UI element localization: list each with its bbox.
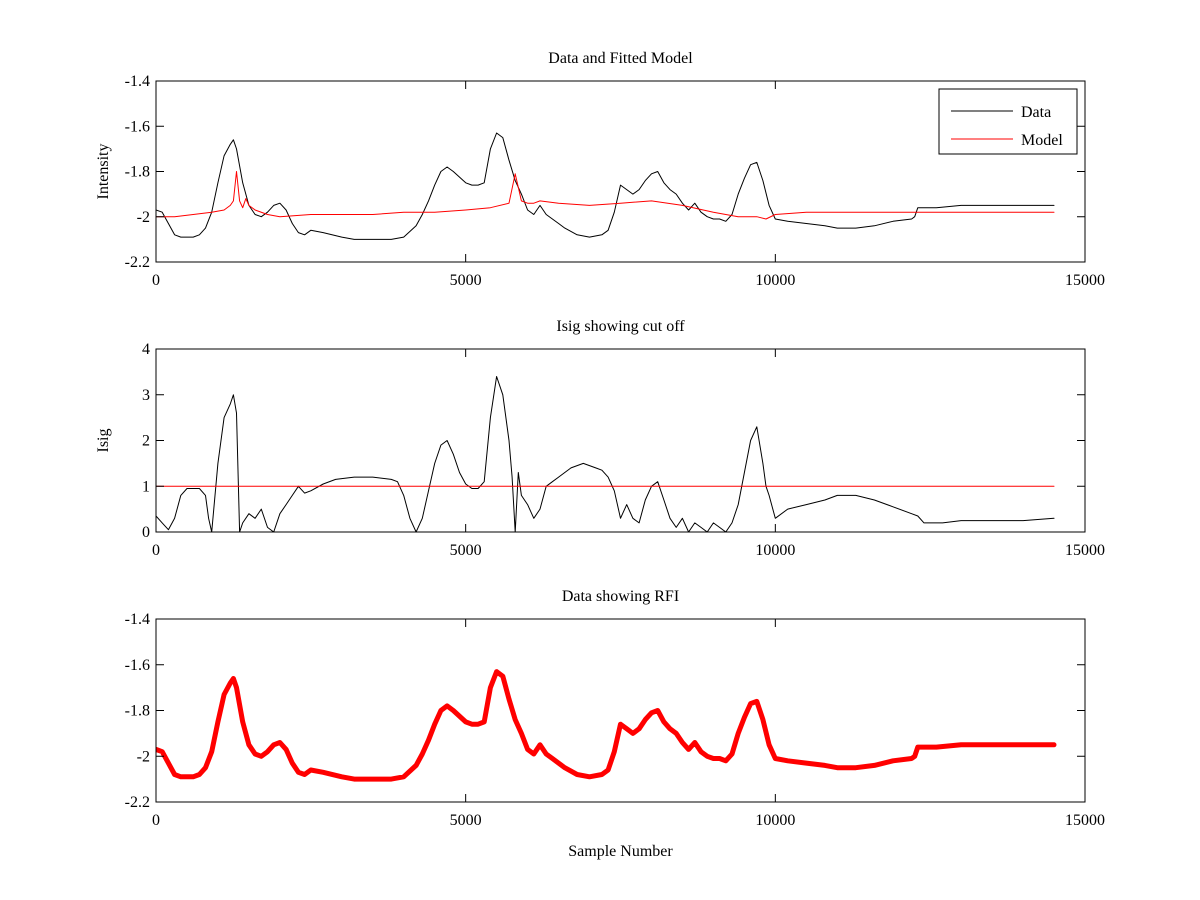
legend-entry: Data: [1021, 104, 1051, 121]
series-line-1: [156, 132, 1055, 240]
x-tick-label: 15000: [1065, 542, 1105, 559]
x-tick-label: 10000: [755, 812, 795, 829]
x-tick-label: 5000: [450, 542, 482, 559]
y-tick-label: -2.2: [125, 254, 150, 271]
y-tick-label: 4: [142, 341, 150, 358]
x-tick-label: 5000: [450, 272, 482, 289]
x-tick-label: 0: [152, 542, 160, 559]
x-tick-label: 10000: [755, 542, 795, 559]
y-axis-label: Intensity: [95, 144, 112, 200]
y-tick-label: 3: [142, 387, 150, 404]
axes-frame: [155, 618, 1086, 803]
series-line-2: [156, 171, 1055, 220]
y-tick-label: -1.6: [125, 657, 150, 674]
y-tick-label: -1.8: [125, 164, 150, 181]
x-tick-label: 15000: [1065, 272, 1105, 289]
subplot-3: 0 5000 10000 15000 -2.2 -2 -1.8 -1.6 -1.4 Data sh…: [125, 588, 1105, 860]
x-axis-label: Sample Number: [568, 843, 673, 860]
series-line-1: [156, 669, 1057, 782]
y-axis-label: Isig: [95, 429, 112, 453]
y-tick-label: -1.4: [125, 73, 150, 90]
y-tick-label: -1.4: [125, 611, 150, 628]
subplot-2: 0 5000 10000 15000 0 1 2 3 4 Isig showing cut off…: [95, 318, 1105, 559]
y-tick-label: 2: [142, 433, 150, 450]
chart-title: Data and Fitted Model: [548, 50, 693, 67]
y-tick-label: -2: [137, 209, 150, 226]
legend: Data Model: [938, 88, 1078, 155]
y-tick-label: 1: [142, 478, 150, 495]
y-tick-label: -1.8: [125, 703, 150, 720]
legend-entry: Model: [1021, 132, 1063, 149]
series-line-1: [156, 376, 1055, 532]
x-tick-label: 0: [152, 272, 160, 289]
y-tick-label: -1.6: [125, 118, 150, 135]
axes-frame: [155, 348, 1086, 533]
subplot-1: 0 5000 10000 15000 -2.2 -2 -1.8 -1.6 -1.4 Data an…: [95, 50, 1105, 289]
x-tick-label: 0: [152, 812, 160, 829]
y-tick-label: 0: [142, 524, 150, 541]
x-tick-label: 5000: [450, 812, 482, 829]
y-tick-label: -2: [137, 748, 150, 765]
y-tick-label: -2.2: [125, 794, 150, 811]
chart-title: Isig showing cut off: [556, 318, 685, 335]
legend-box: [938, 88, 1078, 155]
chart-title: Data showing RFI: [562, 588, 679, 605]
x-tick-label: 15000: [1065, 812, 1105, 829]
x-tick-label: 10000: [755, 272, 795, 289]
